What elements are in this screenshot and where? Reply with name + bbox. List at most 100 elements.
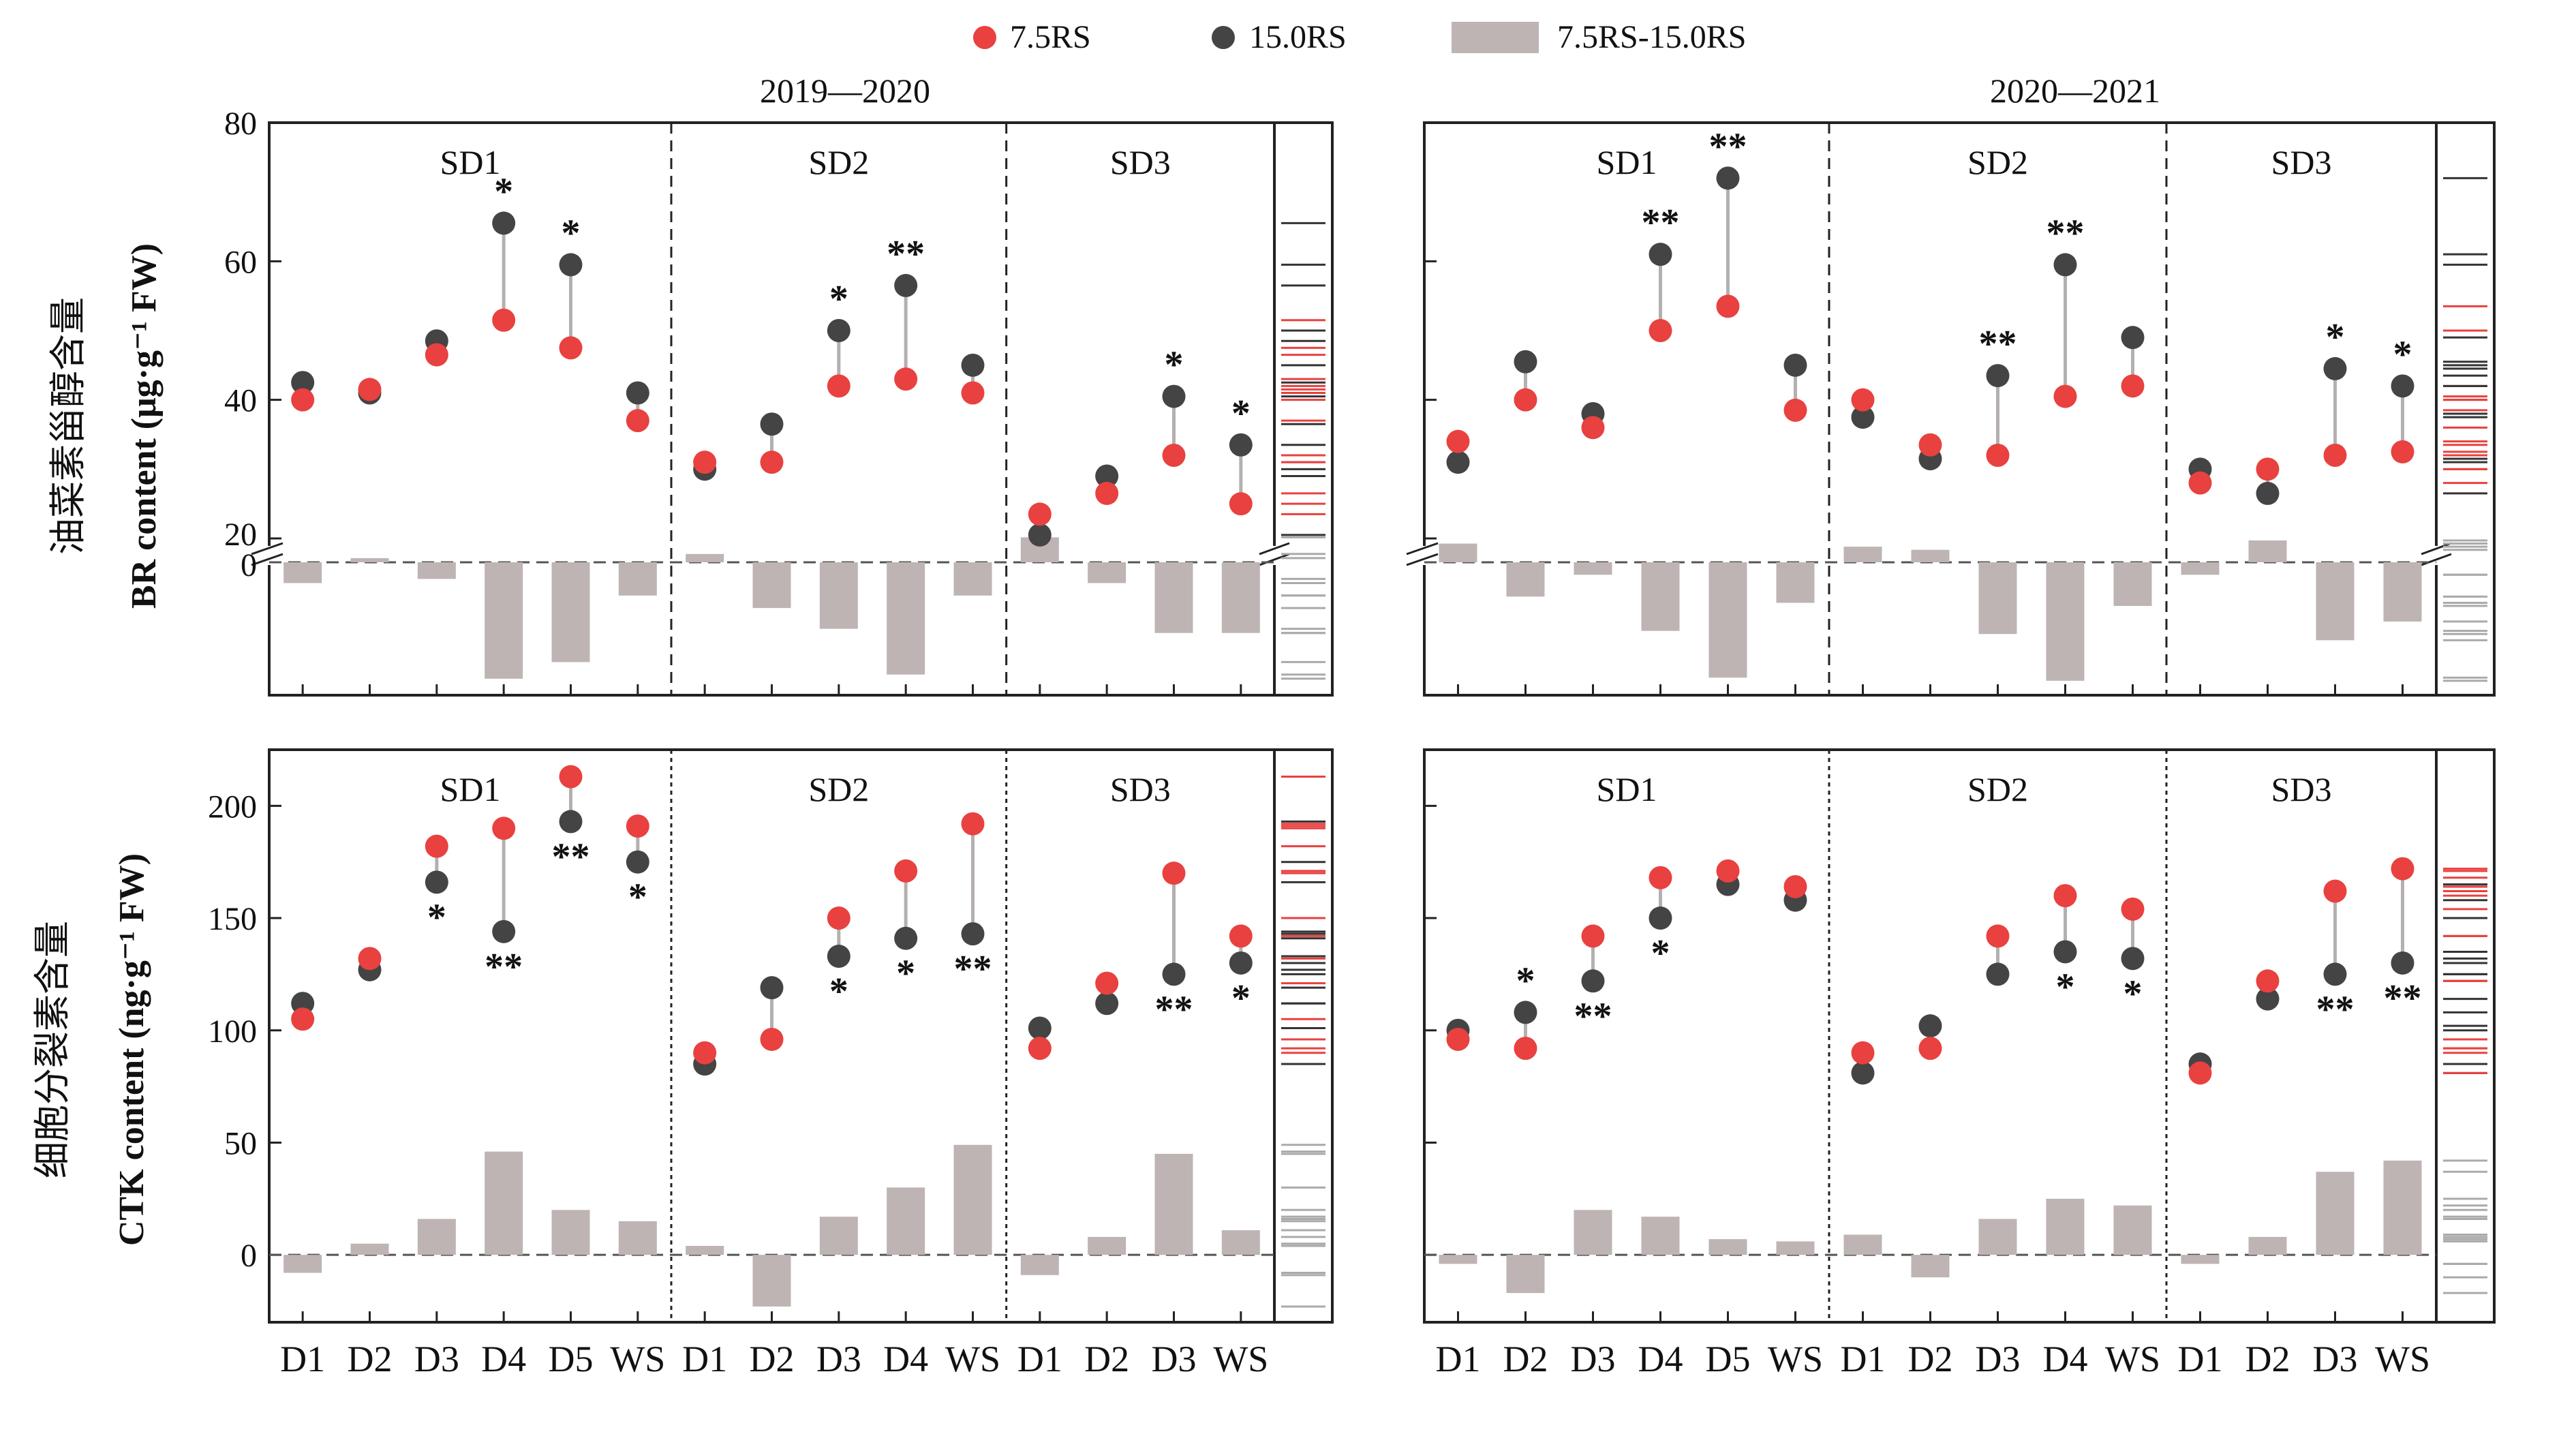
legend-marker-15.0RS (1212, 26, 1235, 49)
significance-mark: * (1651, 932, 1670, 975)
dot-15.0RS (291, 371, 315, 395)
diff-bar (1978, 562, 2017, 635)
dot-15.0RS (626, 850, 649, 874)
dot-7.5RS (1851, 388, 1875, 412)
dot-7.5RS (358, 378, 382, 401)
significance-mark: * (628, 876, 647, 919)
group-label-SD3: SD3 (1110, 770, 1171, 808)
diff-bar (2316, 562, 2355, 641)
year-label-right: 2020—2021 (1990, 72, 2160, 110)
diff-bar (1776, 1241, 1815, 1255)
dot-15.0RS (2256, 481, 2280, 505)
x-tick-label: D1 (682, 1339, 727, 1379)
y-tick-label: 60 (224, 244, 257, 280)
legend-marker-diff-bar (1452, 22, 1539, 53)
dot-7.5RS (1229, 924, 1253, 948)
significance-mark: * (829, 278, 848, 320)
diff-bar (1088, 1236, 1126, 1255)
x-tick-label: D2 (1084, 1339, 1129, 1379)
dot-7.5RS (1918, 1037, 1942, 1061)
dot-15.0RS (961, 922, 985, 946)
dot-15.0RS (1028, 523, 1052, 547)
significance-mark: * (1165, 344, 1184, 386)
dot-7.5RS (827, 374, 850, 398)
diff-bar (417, 562, 456, 579)
diff-bar (283, 562, 322, 583)
dot-15.0RS (1095, 464, 1119, 488)
axis-break-mark (251, 542, 283, 555)
group-label-SD3: SD3 (2271, 143, 2332, 181)
y-title-ctk-en: CTK content (ng·g⁻¹ FW) (112, 853, 151, 1246)
diff-bar (551, 562, 590, 662)
dot-15.0RS (1446, 451, 1470, 474)
diff-bar (1154, 1153, 1193, 1255)
dot-15.0RS (2256, 987, 2280, 1011)
dot-15.0RS (760, 976, 784, 1000)
dot-7.5RS (559, 336, 583, 360)
dot-7.5RS (760, 1027, 784, 1051)
dot-15.0RS (2391, 374, 2414, 398)
diff-bar (618, 562, 657, 596)
dot-15.0RS (827, 319, 850, 342)
x-tick-label: D2 (1908, 1339, 1953, 1379)
diff-bar (2248, 1236, 2287, 1255)
dot-15.0RS (2391, 951, 2414, 975)
dot-7.5RS (1649, 319, 1672, 342)
dot-15.0RS (1649, 243, 1672, 266)
diff-bar (2046, 1198, 2085, 1255)
dot-15.0RS (894, 926, 918, 950)
dot-7.5RS (2256, 969, 2280, 993)
dot-7.5RS (1783, 398, 1807, 422)
significance-mark: * (1516, 960, 1535, 1002)
diff-bar (953, 1144, 992, 1255)
diff-bar (1708, 562, 1747, 678)
diff-bar (1574, 562, 1612, 575)
dot-15.0RS (492, 919, 516, 943)
panel-ctk-right: SD1 SD2 SD3 D1 * D2 ** D3 * D4 D5 WS D1 D2 D3 * D4 * WS D1 D… (1423, 748, 2496, 1379)
dot-7.5RS (1028, 1037, 1052, 1061)
axis-break-mark (251, 553, 283, 566)
dot-7.5RS (1649, 866, 1672, 889)
y-tick-label: 0 (241, 547, 257, 583)
y-tick-label: 100 (208, 1013, 257, 1050)
diff-bar (686, 553, 724, 562)
diff-bar (1154, 562, 1193, 633)
y-tick-label: 200 (208, 789, 257, 825)
x-tick-label: D5 (1706, 1339, 1751, 1379)
diff-bar (2181, 1255, 2220, 1264)
diff-bar (1843, 1234, 1882, 1255)
dot-15.0RS (2323, 962, 2347, 986)
y-tick-label: 0 (241, 1238, 257, 1274)
dot-15.0RS (1649, 906, 1672, 930)
dot-15.0RS (1162, 962, 1186, 986)
dot-15.0RS (1986, 962, 2010, 986)
diff-bar (1843, 547, 1882, 562)
dot-15.0RS (1514, 350, 1537, 373)
dot-7.5RS (961, 381, 985, 405)
x-tick-label: D4 (2043, 1339, 2088, 1379)
significance-mark: ** (2316, 988, 2355, 1031)
significance-mark: ** (1709, 125, 1747, 168)
significance-mark: ** (1155, 988, 1193, 1031)
axis-break-mark (1406, 553, 1439, 566)
significance-mark: * (2326, 316, 2345, 358)
dot-15.0RS (1095, 992, 1119, 1016)
dot-7.5RS (425, 343, 448, 367)
dot-7.5RS (1446, 1027, 1470, 1051)
x-tick-label: D1 (1436, 1339, 1481, 1379)
axis-break-mark (2421, 542, 2452, 555)
significance-mark: * (1231, 393, 1251, 435)
diff-bar (1641, 1217, 1680, 1255)
significance-mark: * (829, 971, 848, 1013)
legend-label-diff: 7.5RS-15.0RS (1557, 19, 1746, 55)
diff-bar (686, 1246, 724, 1255)
x-tick-label: WS (2105, 1339, 2160, 1379)
dot-7.5RS (291, 1007, 315, 1031)
diff-bar (1088, 562, 1126, 583)
dot-15.0RS (1716, 166, 1740, 190)
axis-break-mark (1259, 542, 1290, 555)
significance-mark: ** (2384, 977, 2422, 1020)
diff-bar (1776, 562, 1815, 603)
